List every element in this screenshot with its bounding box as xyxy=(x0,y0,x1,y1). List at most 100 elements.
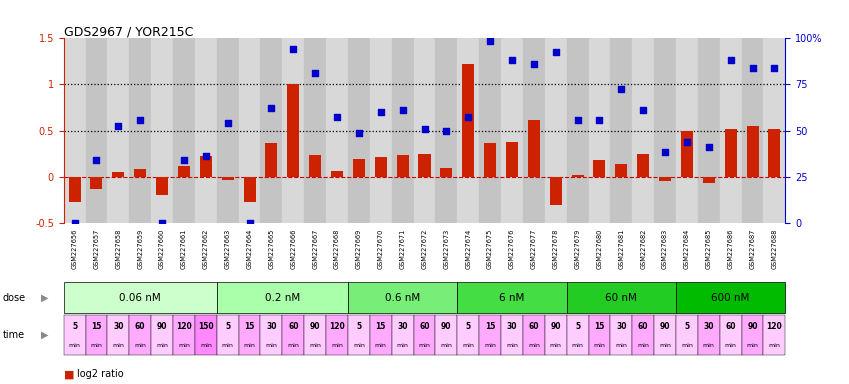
Text: min: min xyxy=(746,343,758,348)
Text: 5: 5 xyxy=(72,323,77,331)
Point xyxy=(199,153,212,159)
Bar xyxy=(216,315,239,355)
Bar xyxy=(195,315,216,355)
Bar xyxy=(698,38,720,223)
Text: min: min xyxy=(69,343,81,348)
Bar xyxy=(391,315,413,355)
Bar xyxy=(108,38,129,223)
Text: 5: 5 xyxy=(357,323,362,331)
Bar xyxy=(283,38,304,223)
Text: min: min xyxy=(178,343,190,348)
Point xyxy=(505,56,519,63)
Text: 30: 30 xyxy=(113,323,124,331)
Bar xyxy=(156,177,168,195)
Text: 15: 15 xyxy=(485,323,495,331)
Bar xyxy=(396,156,408,177)
Bar xyxy=(326,38,348,223)
Point xyxy=(90,157,104,163)
Bar xyxy=(108,315,129,355)
Bar xyxy=(741,38,763,223)
Text: 60: 60 xyxy=(135,323,145,331)
Text: 30: 30 xyxy=(704,323,714,331)
Bar xyxy=(703,177,715,183)
Bar xyxy=(216,38,239,223)
Text: 0.6 nM: 0.6 nM xyxy=(385,293,420,303)
Point xyxy=(745,65,759,71)
Point xyxy=(680,139,694,145)
Bar xyxy=(725,129,737,177)
Bar xyxy=(549,177,562,205)
Text: 90: 90 xyxy=(660,323,671,331)
Bar xyxy=(484,142,496,177)
Point xyxy=(330,114,344,120)
Bar xyxy=(654,315,676,355)
Text: 30: 30 xyxy=(267,323,277,331)
Point xyxy=(658,149,672,155)
Bar xyxy=(523,315,545,355)
Bar xyxy=(69,177,81,202)
Bar xyxy=(720,315,741,355)
Bar xyxy=(633,315,654,355)
Bar xyxy=(353,159,365,177)
Bar xyxy=(571,175,583,177)
Text: min: min xyxy=(550,343,562,348)
Point xyxy=(68,220,82,226)
Bar xyxy=(178,166,190,177)
Text: min: min xyxy=(309,343,321,348)
Bar xyxy=(348,315,370,355)
Text: min: min xyxy=(374,343,386,348)
Bar xyxy=(588,38,610,223)
Point xyxy=(637,107,650,113)
Bar xyxy=(501,38,523,223)
Text: 15: 15 xyxy=(594,323,604,331)
Bar xyxy=(479,315,501,355)
Text: min: min xyxy=(725,343,737,348)
Text: 5: 5 xyxy=(465,323,471,331)
Bar xyxy=(151,38,173,223)
Text: min: min xyxy=(638,343,649,348)
Text: 5: 5 xyxy=(225,323,230,331)
Text: min: min xyxy=(112,343,124,348)
Bar xyxy=(261,315,283,355)
Bar xyxy=(173,315,195,355)
Bar xyxy=(348,282,458,313)
Text: min: min xyxy=(703,343,715,348)
Point xyxy=(549,49,563,55)
Text: min: min xyxy=(419,343,430,348)
Bar xyxy=(588,315,610,355)
Text: min: min xyxy=(528,343,540,348)
Point xyxy=(243,220,256,226)
Text: 120: 120 xyxy=(176,323,192,331)
Point xyxy=(724,56,738,63)
Text: 120: 120 xyxy=(329,323,345,331)
Text: min: min xyxy=(441,343,453,348)
Bar xyxy=(566,282,676,313)
Bar xyxy=(462,64,475,177)
Bar xyxy=(458,282,566,313)
Text: min: min xyxy=(353,343,365,348)
Bar xyxy=(654,38,676,223)
Bar xyxy=(239,38,261,223)
Text: dose: dose xyxy=(3,293,25,303)
Text: 90: 90 xyxy=(310,323,320,331)
Text: 60: 60 xyxy=(529,323,539,331)
Bar xyxy=(566,38,588,223)
Point xyxy=(615,86,628,92)
Point xyxy=(702,144,716,150)
Bar xyxy=(348,38,370,223)
Bar xyxy=(676,38,698,223)
Bar xyxy=(501,315,523,355)
Bar xyxy=(304,315,326,355)
Text: 90: 90 xyxy=(441,323,452,331)
Point xyxy=(133,116,147,122)
Bar xyxy=(283,315,304,355)
Bar xyxy=(698,315,720,355)
Bar xyxy=(261,38,283,223)
Bar xyxy=(566,315,588,355)
Text: min: min xyxy=(266,343,278,348)
Bar xyxy=(216,282,348,313)
Point xyxy=(483,38,497,44)
Text: 0.06 nM: 0.06 nM xyxy=(120,293,161,303)
Bar xyxy=(479,38,501,223)
Text: min: min xyxy=(331,343,343,348)
